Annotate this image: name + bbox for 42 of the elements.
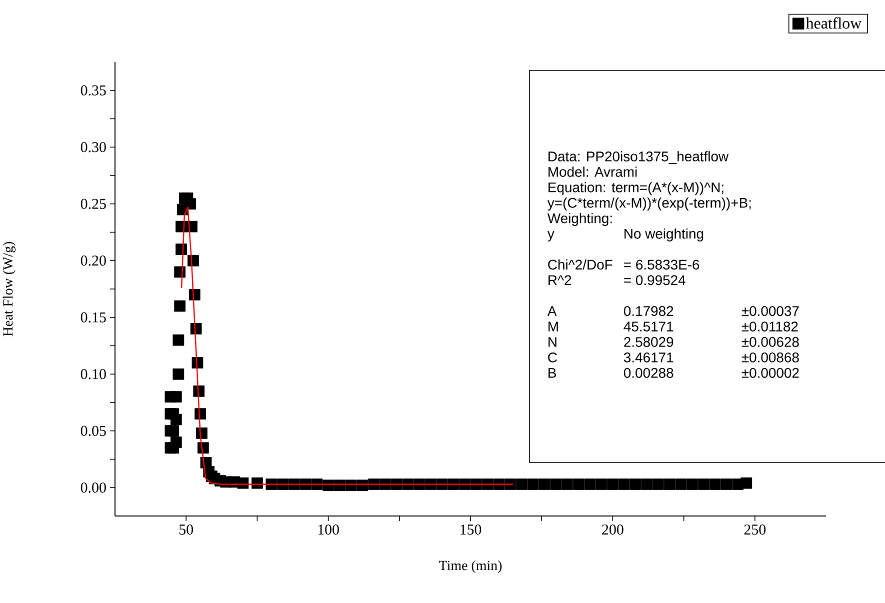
- x-tick-label: 50: [180, 524, 194, 535]
- annotation: 2.58029: [624, 337, 674, 347]
- annotation: 0.17982: [624, 306, 674, 316]
- annotation: y=(C*term/(x-M))*(exp(-term))+B;: [547, 198, 751, 211]
- legend-label: heatflow: [806, 17, 862, 29]
- y-tick-label: 0.25: [80, 198, 106, 209]
- annotation: M: [548, 322, 558, 332]
- annotation: Data: PP20iso1375_heatflow: [548, 151, 729, 164]
- x-tick-label: 200: [602, 524, 624, 535]
- annotation: Model: Avrami: [548, 166, 637, 177]
- annotation: y: [547, 231, 554, 242]
- x-tick-label: 150: [460, 524, 482, 535]
- y-tick-label: 0.15: [80, 312, 106, 322]
- y-tick-label: 0.05: [80, 426, 106, 436]
- annotation: = 6.5833E-6: [624, 260, 700, 270]
- y-tick-label: 0.00: [80, 482, 106, 493]
- annotation: No weighting: [624, 228, 704, 242]
- annotation: 3.46171: [624, 352, 674, 362]
- annotation: ±0.01182: [742, 322, 798, 332]
- annotation: Equation: term=(A*(x-M))^N;: [548, 182, 724, 196]
- y-tick-label: 0.10: [80, 369, 106, 380]
- annotation: Chi^2/DoF: [548, 259, 612, 270]
- annotation: B: [548, 368, 556, 378]
- annotation: Weighting:: [547, 212, 612, 226]
- annotation: C: [548, 352, 557, 362]
- annotation: ±0.00628: [742, 337, 799, 347]
- y-tick-label: 0.30: [80, 142, 106, 152]
- y-tick-label: 0.20: [80, 256, 106, 266]
- x-axis-title: Time (min): [439, 560, 502, 574]
- annotation: A: [547, 306, 557, 316]
- annotation: 45.5171: [624, 322, 674, 332]
- y-axis-title: Heat Flow (W/g): [2, 242, 16, 336]
- annotation: ±0.00002: [742, 368, 799, 378]
- annotation: N: [548, 337, 556, 347]
- x-tick-label: 250: [744, 524, 766, 535]
- annotation: R^2: [548, 275, 572, 285]
- annotation: 0.00288: [624, 368, 674, 378]
- annotation: = 0.99524: [624, 275, 686, 286]
- x-tick-label: 100: [318, 524, 339, 535]
- annotation: ±0.00037: [742, 306, 799, 316]
- y-tick-label: 0.35: [80, 85, 106, 96]
- annotation: ±0.00868: [742, 352, 799, 362]
